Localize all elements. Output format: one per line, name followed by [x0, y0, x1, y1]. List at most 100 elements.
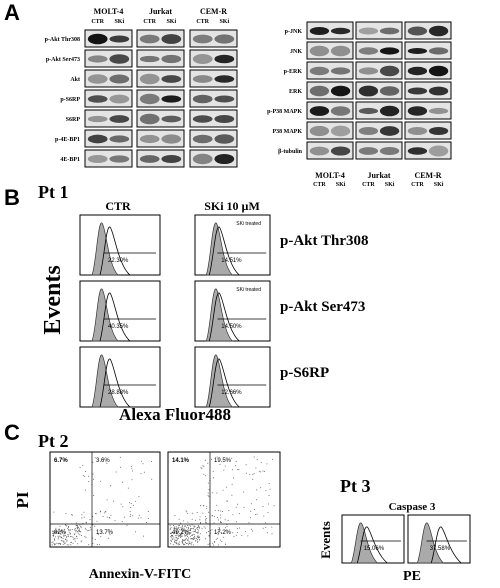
band	[161, 54, 182, 64]
event-dot	[63, 534, 65, 536]
blot-frame	[404, 41, 452, 60]
event-dot	[269, 488, 271, 490]
blot-frame	[355, 41, 403, 60]
event-dot	[181, 535, 183, 537]
event-dot	[179, 533, 181, 535]
event-dot	[191, 518, 193, 520]
event-dot	[147, 511, 149, 512]
event-dot	[175, 540, 177, 542]
event-dot	[174, 528, 176, 530]
band	[309, 146, 330, 156]
event-dot	[88, 544, 90, 546]
histogram-line	[99, 358, 131, 408]
band	[214, 95, 235, 103]
event-dot	[74, 533, 76, 535]
event-dot	[188, 529, 190, 531]
histogram-fill	[91, 288, 119, 342]
event-dot	[271, 526, 273, 528]
event-dot	[176, 533, 178, 535]
event-dot	[120, 503, 122, 505]
cell-line: Jurkat	[367, 171, 390, 180]
band	[109, 115, 130, 123]
event-dot	[216, 532, 218, 534]
event-dot	[62, 538, 64, 539]
event-dot	[102, 458, 104, 460]
event-dot	[264, 470, 266, 472]
event-dot	[216, 504, 218, 506]
event-dot	[185, 538, 186, 540]
note: SKi treated	[236, 221, 261, 227]
event-dot	[231, 494, 233, 496]
event-dot	[217, 537, 219, 539]
event-dot	[187, 513, 189, 514]
event-dot	[115, 471, 117, 473]
event-dot	[151, 461, 153, 462]
y-axis-label: PI	[13, 491, 32, 508]
event-dot	[184, 534, 186, 536]
event-dot	[65, 513, 67, 514]
histogram-fill	[91, 354, 119, 408]
event-dot	[101, 530, 103, 532]
event-dot	[206, 518, 208, 519]
event-dot	[256, 499, 258, 501]
event-dot	[64, 531, 66, 533]
quadrant-percent: 13.7%	[96, 530, 114, 536]
event-dot	[185, 543, 187, 544]
protein-label: p-ERK	[284, 69, 303, 75]
band	[109, 35, 130, 43]
event-dot	[92, 461, 94, 463]
event-dot	[256, 489, 258, 491]
event-dot	[271, 533, 273, 535]
event-dot	[68, 526, 69, 528]
event-dot	[68, 544, 70, 546]
event-dot	[176, 528, 178, 530]
event-dot	[172, 534, 174, 536]
event-dot	[178, 525, 180, 526]
band	[87, 134, 108, 144]
event-dot	[177, 538, 179, 539]
event-dot	[258, 470, 260, 472]
event-dot	[185, 510, 187, 512]
band	[214, 153, 235, 165]
event-dot	[114, 520, 116, 522]
condition: CTR	[362, 182, 375, 188]
event-dot	[186, 534, 188, 536]
event-dot	[123, 516, 125, 518]
event-dot	[218, 519, 219, 521]
event-dot	[266, 532, 268, 534]
event-dot	[197, 535, 199, 537]
event-dot	[249, 517, 251, 519]
event-dot	[262, 470, 264, 472]
event-dot	[217, 510, 219, 512]
event-dot	[93, 495, 95, 496]
event-dot	[70, 529, 71, 531]
event-dot	[182, 527, 184, 529]
event-dot	[218, 529, 220, 531]
event-dot	[75, 525, 77, 526]
event-dot	[176, 539, 178, 541]
event-dot	[53, 511, 55, 513]
event-dot	[94, 457, 96, 459]
event-dot	[253, 473, 255, 475]
band	[309, 45, 330, 57]
band	[109, 74, 130, 84]
event-dot	[174, 535, 176, 537]
event-dot	[130, 503, 132, 504]
scatter-frame	[49, 451, 161, 548]
event-dot	[68, 531, 70, 533]
event-dot	[219, 527, 220, 529]
event-dot	[71, 514, 72, 516]
event-dot	[199, 519, 201, 521]
event-dot	[214, 509, 216, 511]
event-dot	[97, 534, 99, 536]
band	[428, 86, 449, 96]
event-dot	[73, 538, 75, 540]
event-dot	[76, 535, 78, 537]
event-dot	[146, 522, 147, 523]
event-dot	[85, 489, 87, 491]
event-dot	[190, 529, 191, 531]
event-dot	[53, 542, 55, 544]
event-dot	[187, 537, 189, 539]
event-dot	[175, 530, 177, 532]
